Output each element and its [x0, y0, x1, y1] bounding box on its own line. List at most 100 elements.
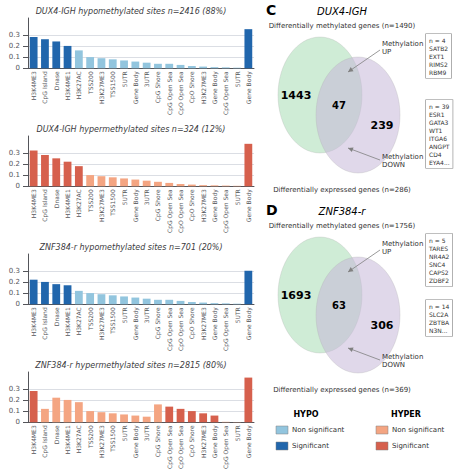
svg-text:Differentially methylated gene: Differentially methylated genes (n=1490)	[269, 22, 416, 30]
svg-text:CpO Open Sea: CpO Open Sea	[177, 425, 185, 469]
svg-text:5UTR: 5UTR	[234, 425, 241, 441]
svg-text:TSS200: TSS200	[87, 71, 94, 95]
svg-text:SATB2: SATB2	[429, 45, 448, 52]
svg-text:H3K4ME1: H3K4ME1	[64, 189, 71, 218]
svg-text:N3N...: N3N...	[429, 327, 448, 334]
svg-text:HYPO: HYPO	[293, 410, 318, 419]
svg-text:CpG Island: CpG Island	[41, 71, 49, 104]
svg-text:Gene Body: Gene Body	[132, 189, 140, 222]
svg-text:H3K27ME3: H3K27ME3	[98, 425, 105, 458]
svg-text:3UTR: 3UTR	[143, 71, 150, 87]
svg-text:Gene Body: Gene Body	[132, 71, 140, 104]
svg-text:H3K27ME3: H3K27ME3	[98, 307, 105, 340]
svg-text:HYPER: HYPER	[391, 410, 421, 419]
svg-text:3UTR: 3UTR	[143, 425, 150, 441]
svg-text:0: 0	[16, 300, 20, 308]
svg-text:Gene Body: Gene Body	[132, 425, 140, 458]
svg-text:H3K4ME3: H3K4ME3	[30, 189, 37, 218]
svg-text:n = 39: n = 39	[429, 103, 449, 110]
svg-text:3UTR: 3UTR	[143, 307, 150, 323]
svg-text:Gene Body: Gene Body	[245, 71, 253, 104]
svg-text:CpO Shore: CpO Shore	[188, 307, 196, 339]
svg-text:CD4: CD4	[429, 151, 442, 158]
svg-text:H3K4ME3: H3K4ME3	[30, 425, 37, 454]
svg-text:CpO Open Sea: CpO Open Sea	[177, 307, 185, 351]
svg-text:DUX4-IGH hypomethylated sites: DUX4-IGH hypomethylated sites n=2416 (88…	[36, 7, 227, 16]
svg-text:Non significant: Non significant	[392, 426, 445, 434]
svg-text:1693: 1693	[281, 289, 312, 302]
svg-text:CpG Open Sea: CpG Open Sea	[166, 307, 174, 351]
svg-text:Gene Body: Gene Body	[245, 425, 253, 458]
svg-text:Methylation: Methylation	[382, 40, 423, 48]
svg-text:H3K27ME3: H3K27ME3	[98, 189, 105, 222]
svg-text:n = 5: n = 5	[429, 237, 446, 244]
svg-text:0.1: 0.1	[9, 407, 20, 415]
svg-text:EYA4...: EYA4...	[429, 159, 450, 166]
svg-text:WT1: WT1	[429, 127, 443, 134]
svg-text:RIMS2: RIMS2	[429, 61, 448, 68]
svg-text:TSS1500: TSS1500	[109, 307, 116, 335]
svg-text:H3K4ME3: H3K4ME3	[30, 307, 37, 336]
svg-text:CpG Shore: CpG Shore	[154, 307, 162, 339]
svg-text:Dnase: Dnase	[53, 71, 60, 90]
svg-text:H3K4ME1: H3K4ME1	[64, 71, 71, 100]
svg-text:ZNF384-r: ZNF384-r	[318, 206, 367, 217]
svg-text:Dnase: Dnase	[53, 307, 60, 326]
svg-text:H3K27ME3: H3K27ME3	[200, 189, 207, 222]
svg-text:CpG Open Sea: CpG Open Sea	[222, 71, 230, 115]
svg-text:CpO Shore: CpO Shore	[188, 189, 196, 221]
svg-text:CpO Open Sea: CpO Open Sea	[177, 189, 185, 233]
svg-text:H3K4ME3: H3K4ME3	[30, 71, 37, 100]
svg-text:H3K27AC: H3K27AC	[75, 425, 82, 453]
svg-text:Gene Body: Gene Body	[245, 189, 253, 222]
svg-text:TSS1500: TSS1500	[109, 189, 116, 217]
svg-text:C: C	[266, 2, 276, 18]
svg-text:n = 4: n = 4	[429, 37, 446, 44]
svg-text:CpG Shore: CpG Shore	[154, 189, 162, 221]
svg-text:H3K27ME3: H3K27ME3	[200, 71, 207, 104]
svg-text:DUX4-IGH hypermethylated sites: DUX4-IGH hypermethylated sites n=324 (12…	[37, 125, 226, 134]
svg-text:0.1: 0.1	[9, 53, 20, 61]
svg-text:CpG Open Sea: CpG Open Sea	[166, 189, 174, 233]
svg-text:0.3: 0.3	[9, 149, 20, 157]
svg-text:CpO Shore: CpO Shore	[188, 425, 196, 457]
svg-text:Methylation: Methylation	[382, 153, 423, 161]
svg-text:CpG Island: CpG Island	[41, 307, 49, 340]
svg-text:SNC4: SNC4	[429, 261, 445, 268]
svg-text:EXT1: EXT1	[429, 53, 444, 60]
svg-text:5UTR: 5UTR	[234, 307, 241, 323]
svg-text:CpG Open Sea: CpG Open Sea	[166, 425, 174, 469]
svg-text:47: 47	[332, 100, 346, 111]
svg-text:ZNF384-r hypomethylated sites: ZNF384-r hypomethylated sites n=701 (20%…	[38, 243, 222, 252]
svg-text:CAPS2: CAPS2	[429, 269, 449, 276]
svg-text:306: 306	[371, 319, 394, 332]
svg-text:H3K4ME1: H3K4ME1	[64, 307, 71, 336]
svg-text:Gene Body: Gene Body	[211, 425, 219, 458]
svg-text:H3K27ME3: H3K27ME3	[200, 307, 207, 340]
svg-text:Gene Body: Gene Body	[132, 307, 140, 340]
svg-text:Gene Body: Gene Body	[211, 71, 219, 104]
svg-text:0.3: 0.3	[9, 31, 20, 39]
svg-text:Dnase: Dnase	[53, 189, 60, 208]
svg-text:0.2: 0.2	[9, 160, 20, 168]
svg-text:H3K27ME3: H3K27ME3	[98, 71, 105, 104]
svg-text:CpG Open Sea: CpG Open Sea	[166, 71, 174, 115]
svg-text:ZDBF2: ZDBF2	[429, 277, 449, 284]
svg-text:Significant: Significant	[292, 442, 329, 450]
svg-text:239: 239	[371, 119, 394, 132]
svg-text:Differentially expressed genes: Differentially expressed genes (n=369)	[273, 386, 411, 394]
svg-text:NR4A2: NR4A2	[429, 253, 450, 260]
svg-text:1443: 1443	[281, 89, 312, 102]
svg-text:5UTR: 5UTR	[121, 307, 128, 323]
svg-text:TSS1500: TSS1500	[109, 425, 116, 453]
svg-text:0.2: 0.2	[9, 278, 20, 286]
svg-text:CpO Shore: CpO Shore	[188, 71, 196, 103]
svg-text:5UTR: 5UTR	[234, 189, 241, 205]
svg-text:UP: UP	[382, 48, 391, 56]
svg-text:5UTR: 5UTR	[234, 71, 241, 87]
svg-text:Methylation: Methylation	[382, 240, 423, 248]
svg-text:5UTR: 5UTR	[121, 189, 128, 205]
svg-text:Significant: Significant	[392, 442, 429, 450]
svg-text:UP: UP	[382, 248, 391, 256]
svg-text:GATA3: GATA3	[429, 119, 449, 126]
